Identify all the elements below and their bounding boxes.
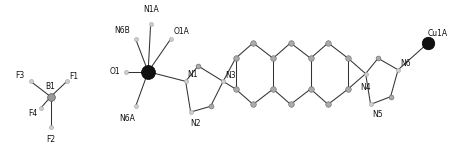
Text: N1A: N1A <box>143 5 158 14</box>
Text: F1: F1 <box>69 72 78 81</box>
Text: F4: F4 <box>28 109 37 118</box>
Text: N6: N6 <box>400 59 411 68</box>
Text: N6B: N6B <box>114 26 130 35</box>
Text: F3: F3 <box>16 71 25 80</box>
Text: N2: N2 <box>190 120 200 128</box>
Text: Cu1A: Cu1A <box>427 29 447 38</box>
Text: O1: O1 <box>110 67 120 76</box>
Text: F2: F2 <box>46 135 55 144</box>
Text: N3: N3 <box>225 71 236 80</box>
Text: N1: N1 <box>187 70 198 79</box>
Text: N4: N4 <box>360 83 371 92</box>
Text: O1A: O1A <box>173 27 189 36</box>
Text: N6A: N6A <box>119 114 135 123</box>
Text: N5: N5 <box>372 111 383 120</box>
Text: B1: B1 <box>46 82 55 91</box>
